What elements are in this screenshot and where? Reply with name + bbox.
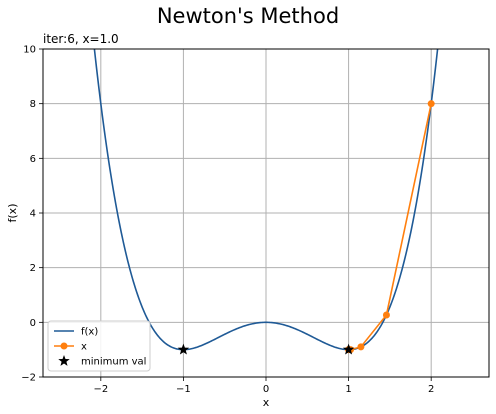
- x-axis-label: x: [263, 396, 270, 409]
- y-tick-label: 2: [30, 263, 36, 274]
- legend-label: minimum val: [81, 357, 146, 368]
- iterate-path: [348, 103, 432, 351]
- y-tick-label: 6: [30, 154, 36, 165]
- axes-title: iter:6, x=1.0: [43, 32, 119, 46]
- x-tick-label: 2: [428, 384, 434, 395]
- iterate-marker: [382, 311, 390, 319]
- x-tick-label: −1: [176, 384, 191, 395]
- y-tick-label: 8: [30, 99, 36, 110]
- iterate-marker: [427, 100, 435, 108]
- minimum-star-marker: [342, 343, 355, 355]
- x-tick-label: −2: [93, 384, 108, 395]
- y-tick-label: 4: [30, 209, 36, 220]
- minimum-star-marker: [177, 343, 190, 355]
- legend-box: [47, 320, 151, 372]
- y-axis-label: f(x): [6, 204, 19, 223]
- iterate-marker: [357, 343, 365, 351]
- legend-label: f(x): [81, 327, 98, 338]
- legend-x-marker: [60, 342, 68, 350]
- x-tick-label: 0: [263, 384, 269, 395]
- figure-title: Newton's Method: [156, 4, 340, 28]
- legend-label: x: [81, 342, 87, 353]
- legend-star-swatch: [58, 355, 70, 366]
- axis-ticks: −2 −1 0 1 2 −2 0 2 4 6 8 10: [21, 45, 434, 396]
- x-tick-label: 1: [345, 384, 351, 395]
- legend: f(x) x minimum val: [47, 320, 151, 372]
- y-tick-label: −2: [21, 373, 36, 384]
- y-tick-label: 10: [23, 45, 36, 56]
- y-tick-label: 0: [30, 318, 36, 329]
- fx-curve: [93, 49, 439, 351]
- plot-area: [93, 49, 439, 355]
